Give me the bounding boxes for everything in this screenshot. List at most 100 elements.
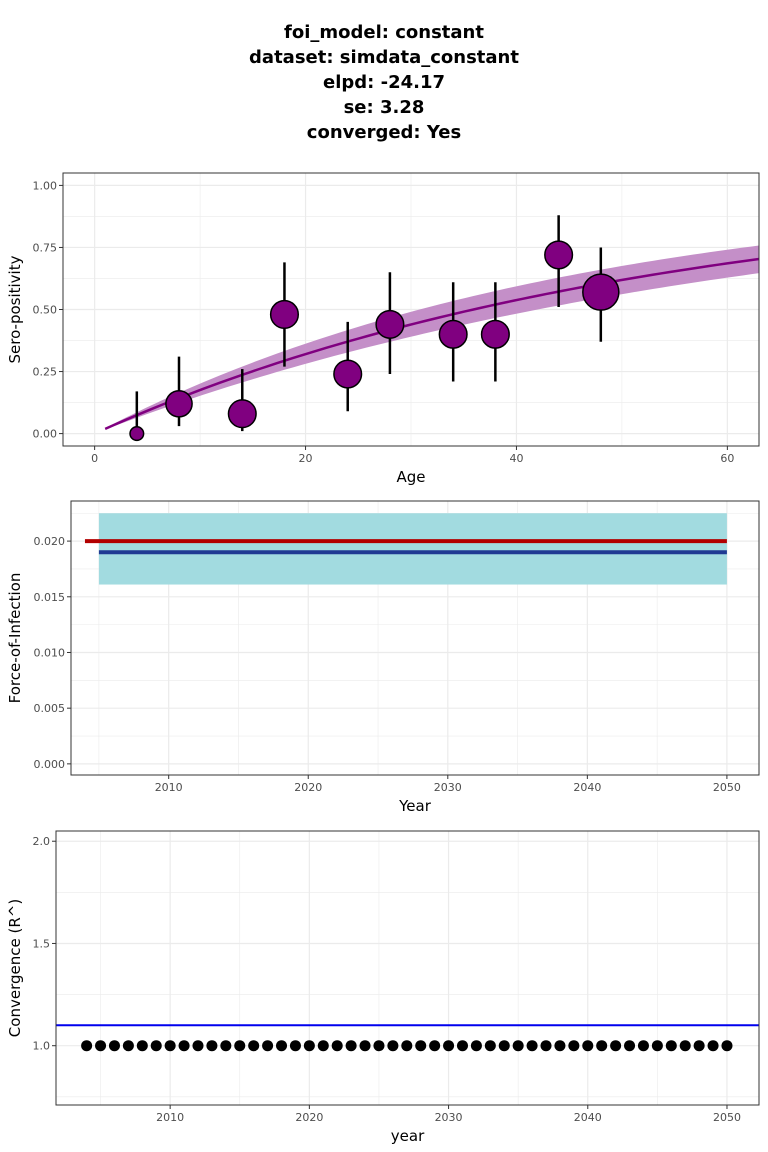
rhat-data-point: [401, 1040, 413, 1052]
sero-x-axis-label: Age: [396, 468, 425, 486]
rhat-data-point: [707, 1040, 719, 1052]
rhat-data-point: [192, 1040, 204, 1052]
sero-x-tick-label: 60: [720, 452, 734, 465]
rhat-data-point: [248, 1040, 260, 1052]
sero-data-point: [227, 399, 257, 429]
sero-y-axis-label: Sero-positivity: [6, 255, 24, 363]
rhat-data-point: [95, 1040, 107, 1052]
rhat-x-tick-label: 2030: [435, 1111, 463, 1124]
rhat-data-point: [81, 1040, 93, 1052]
sero-panel-border: [62, 172, 760, 447]
title-line-se: se: 3.28: [343, 97, 425, 118]
rhat-data-point: [415, 1040, 427, 1052]
rhat-data-point: [512, 1040, 524, 1052]
rhat-data-point: [289, 1040, 301, 1052]
rhat-data-point: [122, 1040, 134, 1052]
rhat-data-point: [484, 1040, 496, 1052]
rhat-data-point: [206, 1040, 218, 1052]
foi-panel-border: [70, 500, 760, 776]
rhat-data-point: [693, 1040, 705, 1052]
rhat-data-point: [303, 1040, 315, 1052]
rhat-panel-border: [55, 830, 760, 1106]
rhat-data-point: [164, 1040, 176, 1052]
rhat-data-point: [359, 1040, 371, 1052]
rhat-data-point: [234, 1040, 246, 1052]
title-line-dataset: dataset: simdata_constant: [249, 47, 519, 68]
sero-x-tick-label: 40: [509, 452, 523, 465]
rhat-data-point: [596, 1040, 608, 1052]
sero-data-point: [165, 389, 193, 418]
foi-x-tick-label: 2030: [434, 781, 462, 794]
rhat-data-point: [610, 1040, 622, 1052]
foi-x-axis-label: Year: [398, 797, 432, 815]
foi-x-tick-label: 2040: [573, 781, 601, 794]
rhat-data-point: [470, 1040, 482, 1052]
rhat-data-point: [345, 1040, 357, 1052]
rhat-x-axis-label: year: [391, 1127, 425, 1145]
rhat-data-point: [331, 1040, 343, 1052]
rhat-y-tick-label: 1.5: [33, 937, 51, 950]
rhat-x-tick-label: 2050: [713, 1111, 741, 1124]
foi-credible-band: [98, 513, 727, 585]
sero-data-point: [269, 299, 300, 330]
sero-data-point: [333, 359, 363, 389]
sero-y-tick-label: 0.50: [33, 304, 58, 317]
rhat-data-point: [651, 1040, 663, 1052]
sero-data-point: [129, 426, 145, 442]
rhat-data-point: [498, 1040, 510, 1052]
sero-y-tick-label: 1.00: [33, 179, 58, 192]
sero-data-point: [582, 273, 620, 311]
title-line-converged: converged: Yes: [306, 122, 462, 143]
rhat-y-tick-label: 2.0: [33, 835, 51, 848]
foi-y-tick-label: 0.020: [34, 535, 66, 548]
rhat-data-point: [317, 1040, 329, 1052]
foi-y-tick-label: 0.005: [34, 702, 66, 715]
rhat-data-point: [456, 1040, 468, 1052]
sero-data-point: [375, 309, 405, 339]
foi-x-tick-label: 2050: [713, 781, 741, 794]
title-line-elpd: elpd: -24.17: [322, 72, 446, 93]
rhat-data-point: [178, 1040, 190, 1052]
sero-y-tick-label: 0.75: [33, 241, 58, 254]
foi-y-tick-label: 0.000: [34, 758, 66, 771]
sero-x-tick-label: 20: [299, 452, 313, 465]
figure-title: foi_model: constant dataset: simdata_con…: [0, 20, 768, 145]
sero-y-tick-label: 0.25: [33, 366, 58, 379]
rhat-x-tick-label: 2040: [574, 1111, 602, 1124]
rhat-data-point: [136, 1040, 148, 1052]
rhat-data-point: [276, 1040, 288, 1052]
sero-data-point: [480, 319, 510, 349]
rhat-data-point: [373, 1040, 385, 1052]
rhat-y-axis-label: Convergence (R^): [6, 899, 24, 1037]
rhat-data-point: [665, 1040, 677, 1052]
rhat-x-tick-label: 2010: [156, 1111, 184, 1124]
rhat-data-point: [554, 1040, 566, 1052]
rhat-data-point: [150, 1040, 162, 1052]
foi-y-axis-label: Force-of-Infection: [6, 573, 24, 704]
title-line-model: foi_model: constant: [284, 22, 484, 43]
rhat-data-point: [443, 1040, 455, 1052]
rhat-data-point: [108, 1040, 120, 1052]
rhat-data-point: [262, 1040, 274, 1052]
rhat-data-point: [637, 1040, 649, 1052]
rhat-data-point: [387, 1040, 399, 1052]
sero-data-point: [544, 240, 574, 270]
foi-x-tick-label: 2020: [294, 781, 322, 794]
foi-y-tick-label: 0.010: [34, 646, 66, 659]
rhat-data-point: [721, 1040, 733, 1052]
rhat-data-point: [526, 1040, 538, 1052]
foi-x-tick-label: 2010: [155, 781, 183, 794]
rhat-data-point: [624, 1040, 636, 1052]
rhat-data-point: [582, 1040, 594, 1052]
rhat-data-point: [429, 1040, 441, 1052]
rhat-data-point: [568, 1040, 580, 1052]
sero-x-tick-label: 0: [91, 452, 98, 465]
foi-y-tick-label: 0.015: [34, 591, 66, 604]
rhat-y-tick-label: 1.0: [33, 1040, 51, 1053]
rhat-data-point: [679, 1040, 691, 1052]
sero-fit-line: [104, 257, 759, 430]
sero-y-tick-label: 0.00: [33, 428, 58, 441]
rhat-data-point: [220, 1040, 232, 1052]
rhat-x-tick-label: 2020: [295, 1111, 323, 1124]
